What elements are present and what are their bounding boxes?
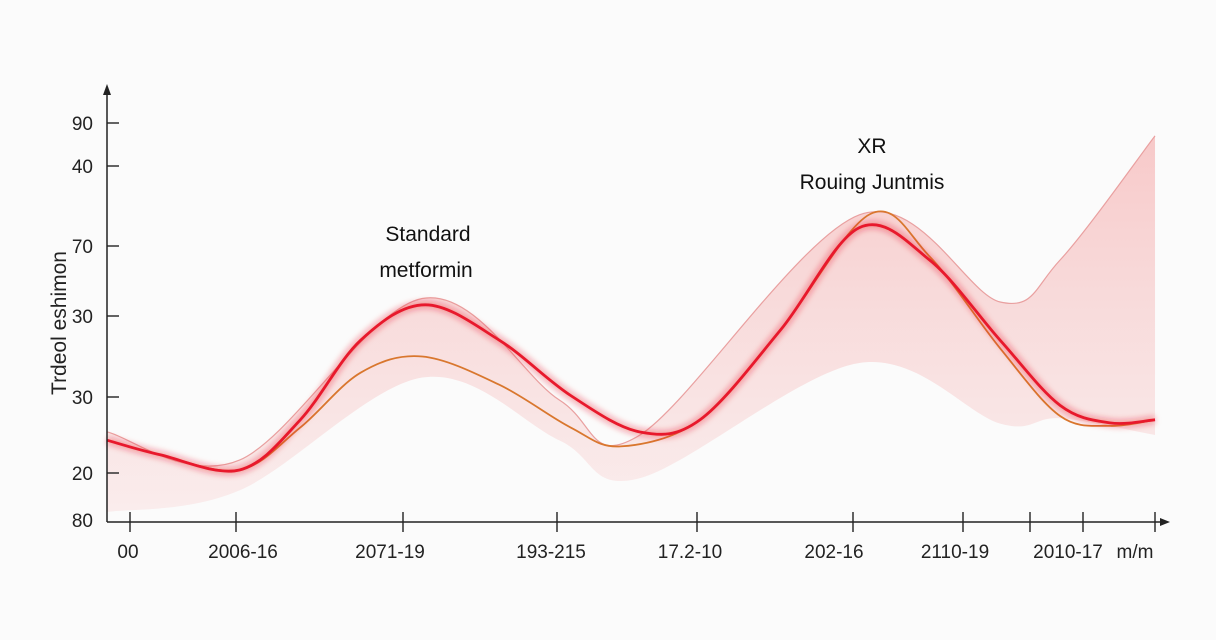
x-tick-label: 00 [117, 542, 138, 563]
series-line-1 [107, 210, 1156, 472]
x-axis-arrow-icon [1160, 518, 1170, 526]
annotation-standard-line1: Standard [385, 223, 470, 246]
y-axis-label: Trdeol eshimon [48, 251, 71, 395]
y-tick-label: 70 [72, 237, 93, 258]
series-lines [106, 210, 1156, 476]
y-axis-arrow-icon [103, 84, 111, 95]
y-tick-label: 80 [72, 511, 93, 532]
series-line-0 [106, 223, 1156, 473]
y-tick-label: 30 [72, 307, 93, 328]
y-tick-label: 90 [72, 114, 93, 135]
x-tick-label: 17.2-10 [658, 542, 722, 563]
x-unit-label: m/m [1117, 542, 1154, 563]
y-tick-label: 20 [72, 464, 93, 485]
y-tick-label: 40 [72, 157, 93, 178]
x-tick-label: 2110-19 [921, 542, 989, 563]
x-tick-label: 2071-19 [355, 542, 425, 563]
x-tick-label: 2010-17 [1033, 542, 1103, 563]
annotation-standard-line2: metformin [379, 259, 472, 282]
x-tick-label: 193-215 [516, 542, 586, 563]
x-tick-label: 202-16 [804, 542, 863, 563]
annotation-xr-line2: Rouing Juntmis [800, 171, 945, 194]
annotation-xr-line1: XR [857, 135, 886, 158]
y-tick-label: 30 [72, 388, 93, 409]
x-tick-label: 2006-16 [208, 542, 278, 563]
